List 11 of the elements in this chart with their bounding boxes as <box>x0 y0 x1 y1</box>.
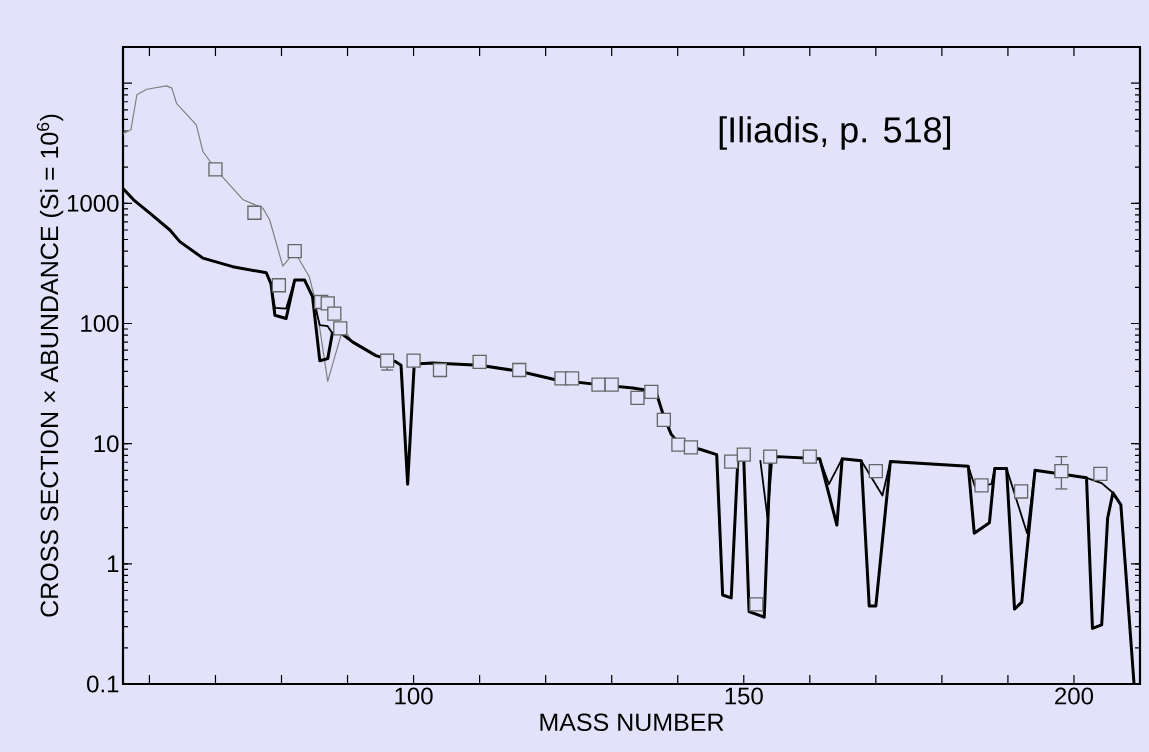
y-tick-label: 1000 <box>67 194 119 212</box>
y-tick-label: 100 <box>81 315 119 332</box>
x-axis-title: MASS NUMBER <box>540 713 724 732</box>
y-tick-label: 10 <box>94 435 119 453</box>
y-axis-title: CROSS SECTION × ABUNDANCE (Si = 10$^{6}$) <box>36 114 64 617</box>
annotation: [Iliadis, p. 518] <box>719 116 951 150</box>
x-tick-label: 200 <box>1055 687 1094 705</box>
y-tick-label: 1 <box>107 555 119 573</box>
x-tick-label: 150 <box>725 687 763 705</box>
y-tick-label: 0.1 <box>87 675 119 693</box>
x-tick-label: 100 <box>395 687 433 705</box>
